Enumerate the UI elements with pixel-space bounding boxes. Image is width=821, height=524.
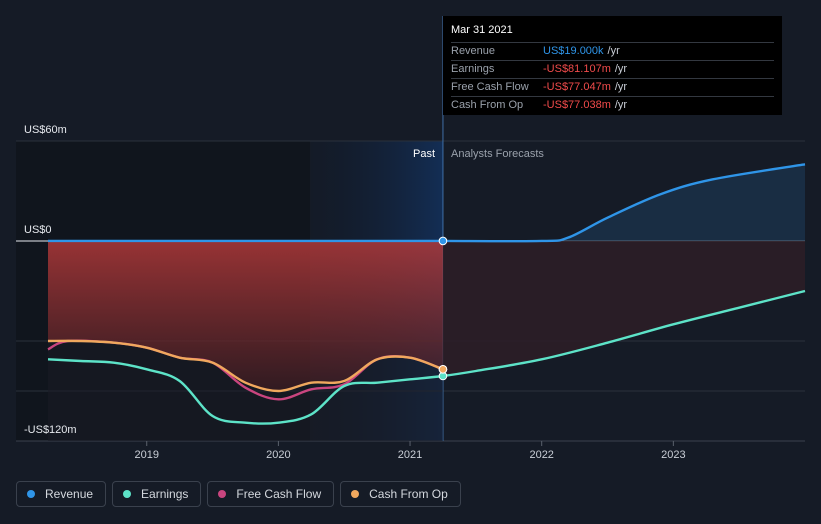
tooltip-row-value: -US$77.047m [543,81,611,93]
legend-dot-icon [123,490,132,498]
y-label-bottom: -US$120m [24,424,77,436]
tooltip-row-revenue: Revenue US$19.000k /yr [451,42,774,60]
legend-item-cash-from-op[interactable]: Cash From Op [340,481,461,507]
past-lower-area [48,340,443,441]
revenue-forecast-area [442,164,805,242]
chart-legend: Revenue Earnings Free Cash Flow Cash Fro… [16,481,461,507]
legend-dot-icon [351,490,360,498]
marker-revenue [438,236,448,246]
tooltip-row-unit: /yr [614,81,628,93]
tooltip-row-free-cash-flow: Free Cash Flow -US$77.047m /yr [451,78,774,96]
tooltip-row-earnings: Earnings -US$81.107m /yr [451,60,774,78]
legend-item-free-cash-flow[interactable]: Free Cash Flow [207,481,335,507]
x-tick-label: 2022 [529,449,553,461]
tooltip-row-label: Cash From Op [451,99,524,111]
x-tick-label: 2021 [398,449,422,461]
series-line-earnings [47,289,806,425]
forecast-label: Analysts Forecasts [451,148,544,160]
tooltip-row-label: Revenue [451,45,496,57]
past-negative-area [48,241,443,391]
marker-cash-from-op [438,365,448,374]
legend-dot-icon [27,490,35,498]
series-lines [47,163,806,425]
series-line-cash-from-op [47,339,444,393]
x-axis-ticks: 2019 2020 2021 2022 2023 [134,441,686,461]
legend-dot-icon [218,490,227,498]
tooltip-row-label: Free Cash Flow [451,81,529,93]
tooltip-row-value: -US$81.107m [543,63,611,75]
tooltip-row-label: Earnings [451,63,495,75]
tooltip-row-unit: /yr [607,45,620,57]
legend-label: Cash From Op [369,487,448,501]
tooltip: Mar 31 2021 Revenue US$19.000k /yr Earni… [443,16,782,115]
y-label-top: US$60m [24,124,67,136]
tooltip-row-value: -US$77.038m [543,99,611,111]
legend-label: Earnings [141,487,189,501]
current-markers [438,236,448,381]
legend-label: Free Cash Flow [236,487,322,501]
x-tick-label: 2019 [134,449,158,461]
legend-item-earnings[interactable]: Earnings [112,481,202,507]
x-tick-label: 2023 [661,449,685,461]
tooltip-date: Mar 31 2021 [451,24,513,36]
tooltip-row-value: US$19.000k [543,45,604,57]
legend-item-revenue[interactable]: Revenue [16,481,107,507]
past-label: Past [413,148,435,160]
series-line-revenue [47,163,806,243]
tooltip-row-cash-from-op: Cash From Op -US$77.038m /yr [451,96,774,114]
y-label-zero: US$0 [24,224,52,236]
series-areas [48,164,805,441]
tooltip-row-unit: /yr [614,99,628,111]
tooltip-row-unit: /yr [614,63,628,75]
legend-label: Revenue [45,487,94,501]
forecast-negative-area [442,241,805,376]
x-tick-label: 2020 [266,449,290,461]
